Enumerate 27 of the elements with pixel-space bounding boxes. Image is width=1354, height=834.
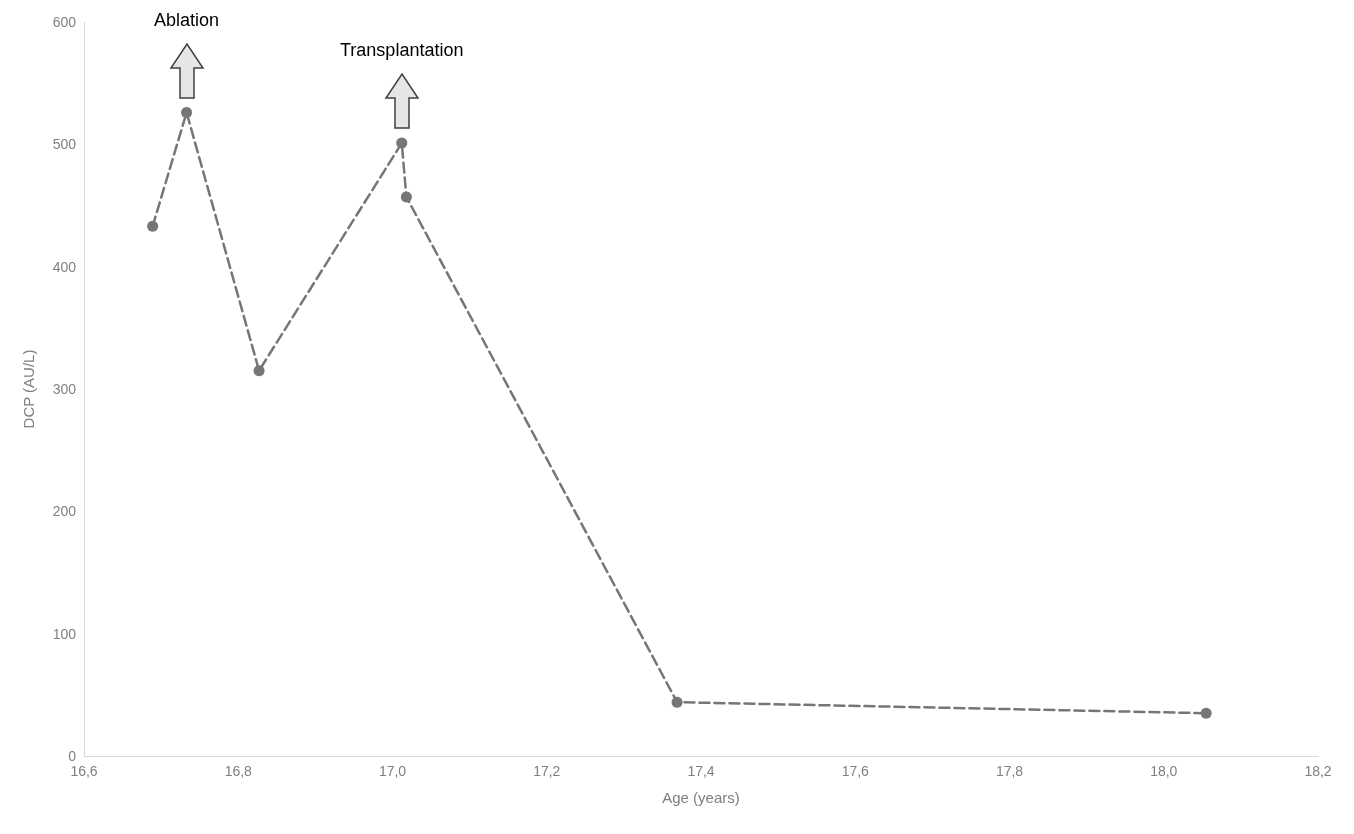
y-tick-label: 400 bbox=[52, 258, 77, 275]
x-tick-label: 17,4 bbox=[687, 763, 715, 779]
y-tick-label: 300 bbox=[52, 381, 77, 397]
point bbox=[181, 107, 193, 119]
point bbox=[253, 365, 265, 377]
point bbox=[400, 191, 412, 203]
x-tick-label: 16,8 bbox=[224, 763, 253, 779]
x-tick-label: 17,8 bbox=[995, 763, 1024, 779]
point bbox=[147, 220, 159, 232]
x-tick-label: 16,6 bbox=[70, 763, 98, 779]
y-axis-title: DCP (AU/L) bbox=[20, 349, 37, 429]
x-tick-label: 17,0 bbox=[378, 763, 407, 779]
y-tick-label: 200 bbox=[52, 503, 77, 520]
y-tick-label: 100 bbox=[52, 625, 77, 642]
x-tick-label: 18,0 bbox=[1150, 763, 1178, 779]
point bbox=[1200, 707, 1212, 719]
x-axis-title: Age (years) bbox=[662, 789, 740, 806]
point bbox=[396, 137, 408, 149]
x-tick-label: 17,6 bbox=[841, 763, 870, 779]
x-tick-label: 17,2 bbox=[533, 763, 561, 779]
y-tick-label: 600 bbox=[52, 14, 77, 30]
annotation: Ablation bbox=[154, 9, 220, 30]
y-tick-label: 0 bbox=[68, 748, 77, 764]
x-tick-label: 18,2 bbox=[1304, 763, 1332, 779]
point bbox=[671, 696, 683, 708]
annotation: Transplantation bbox=[339, 40, 465, 62]
y-tick-label: 500 bbox=[52, 136, 77, 153]
